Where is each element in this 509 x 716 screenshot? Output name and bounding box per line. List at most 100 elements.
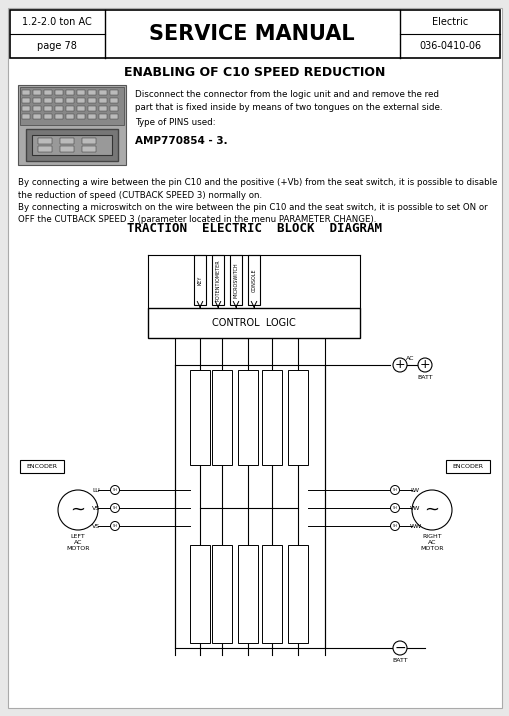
Circle shape [110,503,119,513]
Bar [190,370,210,465]
Bar [55,114,63,119]
Circle shape [390,485,399,495]
Text: 1.2-2.0 ton AC: 1.2-2.0 ton AC [22,17,92,27]
Bar [99,90,107,95]
Bar [60,138,74,144]
Circle shape [390,503,399,513]
Bar [33,98,41,103]
Text: LU: LU [92,488,100,493]
Bar [44,90,52,95]
Text: LW: LW [409,488,418,493]
Bar [88,90,96,95]
Text: SH: SH [392,524,397,528]
Text: BATT: BATT [391,658,407,663]
Bar [66,90,74,95]
Text: SH: SH [112,524,117,528]
Bar [55,106,63,111]
Bar [193,255,206,305]
Bar [212,255,223,305]
Bar [288,370,307,465]
Bar [44,114,52,119]
Bar [33,90,41,95]
Text: POTENTIOMETER: POTENTIOMETER [215,259,220,301]
Text: KEY: KEY [197,276,202,285]
Bar [77,90,85,95]
Bar [20,460,64,473]
Bar [55,90,63,95]
Text: Type of PINS used:: Type of PINS used: [135,118,215,127]
Text: SH: SH [392,488,397,492]
Text: SH: SH [112,506,117,510]
Circle shape [110,485,119,495]
Bar [66,98,74,103]
Text: −: − [393,641,405,655]
Text: AMP770854 - 3.: AMP770854 - 3. [135,136,227,146]
Text: VS: VS [92,523,100,528]
Bar [110,90,118,95]
Bar [110,106,118,111]
Text: VW: VW [409,505,419,511]
Bar [99,98,107,103]
Bar [212,545,232,643]
Bar [110,114,118,119]
Text: +: + [419,359,430,372]
Circle shape [392,358,406,372]
Text: LEFT
AC
MOTOR: LEFT AC MOTOR [66,534,90,551]
Bar [22,98,30,103]
Text: VS: VS [92,505,100,511]
Text: RIGHT
AC
MOTOR: RIGHT AC MOTOR [419,534,443,551]
Bar [288,545,307,643]
Bar [99,114,107,119]
Bar [88,114,96,119]
Text: +: + [394,359,405,372]
Bar [77,106,85,111]
Bar [66,106,74,111]
Bar [38,146,52,152]
Text: By connecting a wire between the pin C10 and the positive (+Vb) from the seat sw: By connecting a wire between the pin C10… [18,178,496,225]
Text: ~: ~ [423,501,439,519]
Text: CONSOLE: CONSOLE [251,268,256,292]
Bar [82,138,96,144]
Bar [77,98,85,103]
Text: ENABLING OF C10 SPEED REDUCTION: ENABLING OF C10 SPEED REDUCTION [124,65,385,79]
Circle shape [390,521,399,531]
Text: Disconnect the connector from the logic unit and and remove the red
part that is: Disconnect the connector from the logic … [135,90,442,112]
Text: 036-0410-06: 036-0410-06 [418,41,480,51]
Bar [32,135,112,155]
Circle shape [411,490,451,530]
Circle shape [417,358,431,372]
Bar [148,308,359,338]
Bar [60,146,74,152]
Bar [262,545,281,643]
Bar [20,87,124,125]
Bar [22,106,30,111]
Bar [230,255,242,305]
Bar [445,460,489,473]
Bar [22,90,30,95]
Bar [238,545,258,643]
Bar [44,106,52,111]
Bar [18,85,126,165]
Bar [77,114,85,119]
Bar [238,370,258,465]
Bar [88,98,96,103]
Text: TRACTION  ELECTRIC  BLOCK  DIAGRAM: TRACTION ELECTRIC BLOCK DIAGRAM [127,221,382,235]
Bar [262,370,281,465]
Text: BATT: BATT [416,375,432,380]
Text: AC: AC [405,357,413,362]
Circle shape [110,521,119,531]
Bar [33,114,41,119]
Text: CONTROL  LOGIC: CONTROL LOGIC [212,318,295,328]
Bar [247,255,260,305]
Bar [88,106,96,111]
Text: SERVICE MANUAL: SERVICE MANUAL [149,24,354,44]
Bar [44,98,52,103]
Text: SH: SH [392,506,397,510]
Bar [33,106,41,111]
Bar [22,114,30,119]
Bar [190,545,210,643]
Circle shape [58,490,98,530]
Text: SH: SH [112,488,117,492]
Bar [66,114,74,119]
Text: WW: WW [409,523,421,528]
